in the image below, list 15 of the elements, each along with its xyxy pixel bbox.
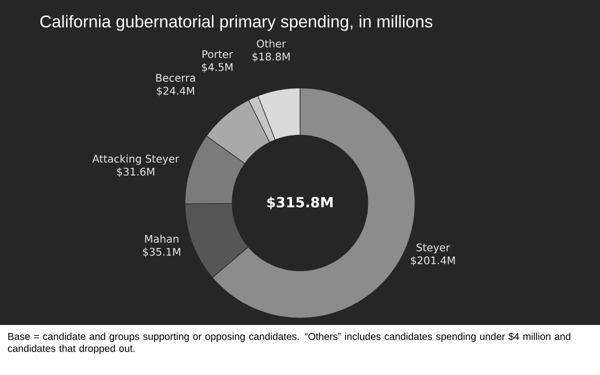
text: $315.8M: [267, 196, 333, 210]
data-label: $24.4M: [156, 86, 194, 96]
slice-label: Porter: [202, 50, 234, 58]
data-label: $35.1M: [143, 248, 180, 258]
slice-label: Becerra: [156, 74, 195, 82]
chart-title: California gubernatorial primary spending, in millions: [40, 15, 432, 31]
data-label: $18.8M: [252, 52, 290, 62]
text: Base = candidate and groups supporting or opposing candidates. “Others” includes candidates spending under $4 million and candidates that dropped out.: [8, 332, 570, 354]
data-label: $201.4M: [411, 256, 455, 266]
slice-label: Steyer: [416, 243, 450, 254]
slice-label: Attacking Steyer: [92, 154, 180, 165]
data-label: $31.6M: [117, 168, 154, 177]
slice-label: Mahan: [145, 234, 178, 243]
slice-label: Other: [256, 39, 286, 48]
data-label: $4.5M: [202, 62, 232, 72]
